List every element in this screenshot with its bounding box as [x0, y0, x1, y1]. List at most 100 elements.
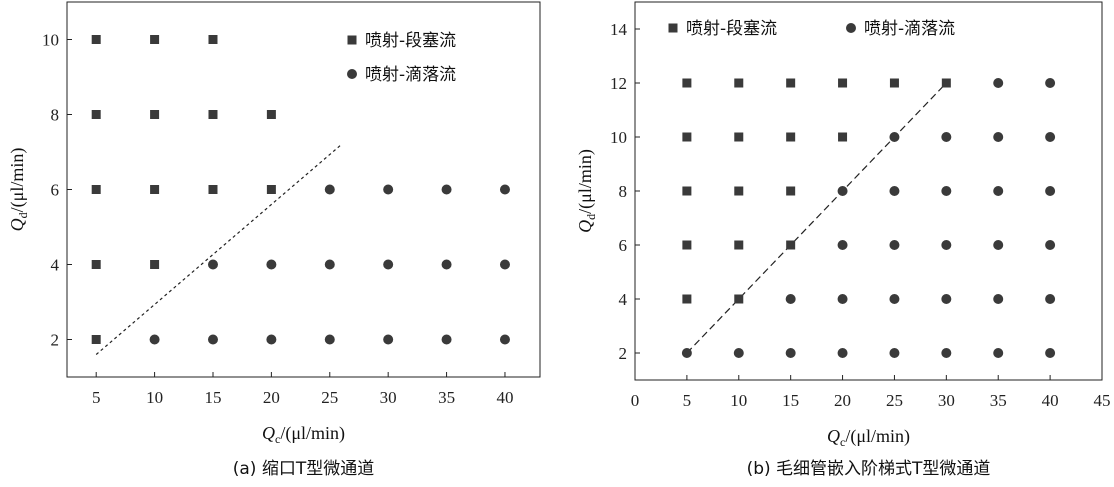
dripping-flow-point — [785, 348, 796, 358]
dripping-flow-point — [993, 78, 1004, 88]
dripping-flow-point — [149, 334, 160, 345]
slug-flow-point — [91, 335, 101, 344]
slug-flow-point — [208, 185, 218, 194]
y-tick-label: 8 — [51, 106, 60, 125]
dripping-flow-point — [837, 240, 848, 250]
y-tick-label: 4 — [619, 290, 628, 309]
boundary-line — [686, 82, 947, 354]
plot-area-frame — [634, 1, 1103, 381]
slug-flow-point — [208, 110, 218, 119]
data-markers — [91, 35, 510, 345]
slug-flow-point — [150, 110, 160, 119]
slug-flow-point — [734, 240, 744, 250]
slug-flow-point — [150, 260, 160, 269]
slug-flow-point — [91, 110, 101, 119]
slug-flow-point — [682, 132, 692, 142]
legend-square-marker — [668, 23, 678, 33]
x-tick-label: 15 — [782, 391, 799, 410]
dripping-flow-point — [993, 294, 1004, 304]
dripping-flow-point — [1045, 132, 1056, 142]
dripping-flow-point — [1045, 294, 1056, 304]
x-axis-label: Qc/(μl/min) — [262, 423, 345, 446]
x-tick-label: 25 — [886, 391, 903, 410]
dripping-flow-point — [499, 259, 510, 270]
slug-flow-point — [682, 294, 692, 304]
slug-flow-point — [682, 240, 692, 250]
panel-caption: (b) 毛细管嵌入阶梯式T型微通道 — [747, 459, 991, 479]
chart-panel-b: 0 5 10 15 20 25 30 35 40 45 2 4 6 8 10 12 14 喷射-段塞流 喷射-滴落… — [575, 1, 1111, 479]
slug-flow-point — [786, 240, 796, 250]
x-tick-label: 30 — [380, 388, 397, 407]
dripping-flow-point — [941, 186, 952, 196]
x-tick-label: 30 — [938, 391, 955, 410]
dripping-flow-point — [324, 184, 335, 195]
dripping-flow-point — [733, 348, 744, 358]
legend: 喷射-段塞流 喷射-滴落流 — [668, 19, 955, 39]
y-tick-label: 12 — [610, 74, 627, 93]
y-tick-label: 2 — [51, 331, 60, 350]
slug-flow-point — [682, 78, 692, 88]
slug-flow-point — [208, 35, 218, 44]
x-tick-label: 20 — [263, 388, 280, 407]
slug-flow-point — [91, 35, 101, 44]
legend-label: 喷射-滴落流 — [864, 19, 955, 39]
dripping-flow-point — [499, 334, 510, 345]
boundary-line — [95, 144, 342, 355]
dripping-flow-point — [681, 348, 692, 358]
dripping-flow-point — [785, 294, 796, 304]
slug-flow-point — [734, 132, 744, 142]
y-axis-label: Qd/(μl/min) — [575, 149, 598, 233]
x-tick-label: 25 — [321, 388, 338, 407]
dripping-flow-point — [837, 186, 848, 196]
slug-flow-point — [734, 186, 744, 196]
slug-flow-point — [734, 294, 744, 304]
y-tick-label: 8 — [619, 182, 628, 201]
dripping-flow-point — [993, 186, 1004, 196]
y-tick-label: 6 — [619, 236, 628, 255]
y-tick-label: 2 — [619, 344, 628, 363]
dripping-flow-point — [441, 184, 452, 195]
slug-flow-point — [838, 132, 848, 142]
dripping-flow-point — [1045, 240, 1056, 250]
x-tick-label: 15 — [204, 388, 221, 407]
slug-flow-point — [889, 78, 899, 88]
slug-flow-point — [91, 185, 101, 194]
dripping-flow-point — [993, 348, 1004, 358]
legend-circle-marker — [846, 23, 856, 33]
x-tick-label: 0 — [631, 391, 640, 410]
dripping-flow-point — [993, 132, 1004, 142]
dripping-flow-point — [266, 334, 277, 345]
slug-flow-point — [91, 260, 101, 269]
x-tick-label: 45 — [1094, 391, 1111, 410]
legend-label: 喷射-段塞流 — [365, 31, 456, 51]
legend-square-marker — [347, 35, 357, 45]
x-tick-label: 35 — [990, 391, 1007, 410]
y-tick-label: 10 — [42, 31, 59, 50]
dripping-flow-point — [441, 259, 452, 270]
dripping-flow-point — [941, 240, 952, 250]
dripping-flow-point — [1045, 186, 1056, 196]
dripping-flow-point — [499, 184, 510, 195]
dripping-flow-point — [837, 348, 848, 358]
dripping-flow-point — [324, 334, 335, 345]
panel-caption: (a) 缩口T型微通道 — [233, 459, 374, 479]
dripping-flow-point — [941, 132, 952, 142]
dripping-flow-point — [207, 334, 218, 345]
slug-flow-point — [150, 185, 160, 194]
y-tick-label: 14 — [610, 20, 628, 39]
dripping-flow-point — [266, 259, 277, 270]
y-axis-label: Qd/(μl/min) — [7, 148, 30, 232]
dripping-flow-point — [1045, 78, 1056, 88]
dripping-flow-point — [837, 294, 848, 304]
dripping-flow-point — [207, 259, 218, 270]
dripping-flow-point — [889, 186, 900, 196]
dripping-flow-point — [941, 348, 952, 358]
y-tick-label: 10 — [610, 128, 627, 147]
slug-flow-point — [786, 186, 796, 196]
x-tick-label: 10 — [146, 388, 163, 407]
axis-ticks: 0 5 10 15 20 25 30 35 40 45 2 4 6 8 10 12 14 — [610, 20, 1111, 410]
slug-flow-point — [838, 78, 848, 88]
legend-circle-marker — [347, 69, 357, 79]
